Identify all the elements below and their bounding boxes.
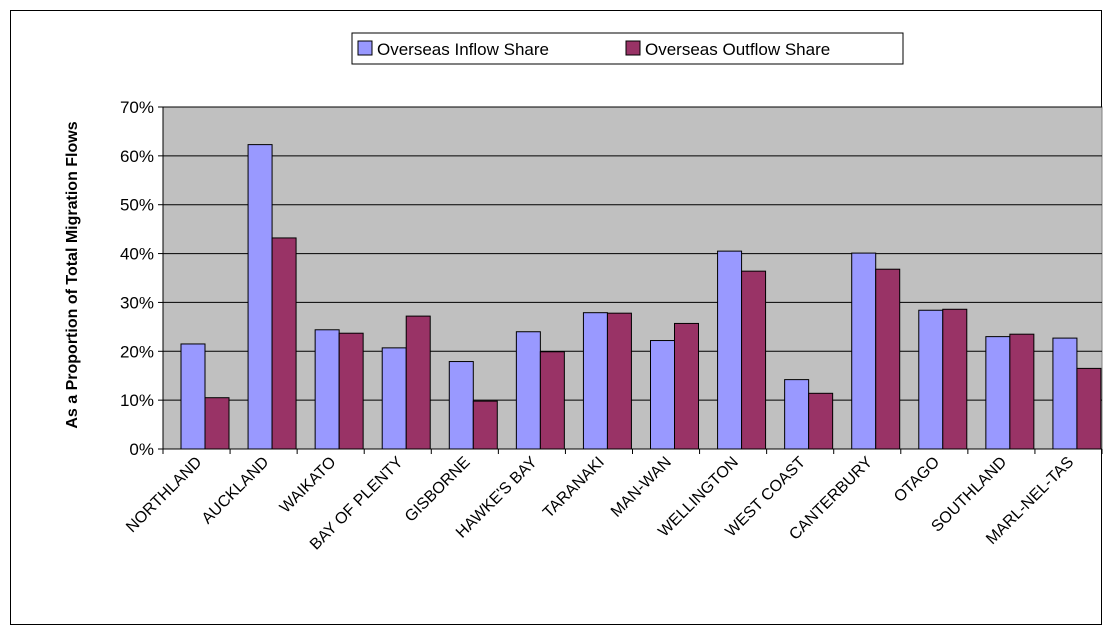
bar-inflow xyxy=(515,331,541,450)
y-tick-label: 10% xyxy=(120,391,154,410)
legend-label-inflow: Overseas Inflow Share xyxy=(377,40,549,59)
y-tick-label: 60% xyxy=(120,147,154,166)
bar-outflow xyxy=(942,308,968,450)
bar-outflow xyxy=(674,322,699,450)
bar-inflow xyxy=(784,379,810,450)
bar-outflow xyxy=(472,400,498,450)
bar-outflow xyxy=(808,392,834,450)
bar-inflow xyxy=(180,343,206,450)
legend: Overseas Inflow Share Overseas Outflow S… xyxy=(351,32,904,65)
bar-inflow xyxy=(448,361,474,450)
bar-outflow xyxy=(606,312,632,450)
bar-inflow xyxy=(851,252,877,450)
y-axis-ticks: 0% 10% 20% 30% 40% 50% 60% 70% xyxy=(120,98,163,459)
bar-inflow xyxy=(582,312,608,450)
legend-swatch-outflow xyxy=(625,40,641,56)
y-tick-label: 30% xyxy=(120,293,154,312)
bar-outflow xyxy=(271,237,297,450)
y-tick-label: 50% xyxy=(120,196,154,215)
y-tick-label: 70% xyxy=(120,98,154,117)
bars xyxy=(180,144,1102,450)
legend-swatch-inflow xyxy=(357,40,373,56)
bar-outflow xyxy=(539,351,565,450)
y-tick-label: 0% xyxy=(129,440,154,459)
bar-inflow xyxy=(985,336,1011,450)
bar-inflow xyxy=(247,144,273,450)
bar-inflow xyxy=(717,250,743,450)
bar-outflow xyxy=(875,268,901,450)
bar-inflow xyxy=(314,329,340,450)
legend-label-outflow: Overseas Outflow Share xyxy=(645,40,830,59)
bar-outflow xyxy=(1009,333,1035,450)
bar-inflow xyxy=(918,309,944,450)
bar-outflow xyxy=(1076,367,1102,450)
y-tick-label: 40% xyxy=(120,245,154,264)
bar-inflow xyxy=(381,347,407,450)
bar-inflow xyxy=(650,340,675,450)
y-axis-label: As a Proportion of Total Migration Flows xyxy=(64,121,81,428)
bar-outflow xyxy=(741,270,767,450)
bar-outflow xyxy=(338,332,364,450)
bar-inflow xyxy=(1052,337,1078,450)
bar-outflow xyxy=(405,315,431,450)
y-tick-label: 20% xyxy=(120,342,154,361)
bar-outflow xyxy=(204,397,230,450)
